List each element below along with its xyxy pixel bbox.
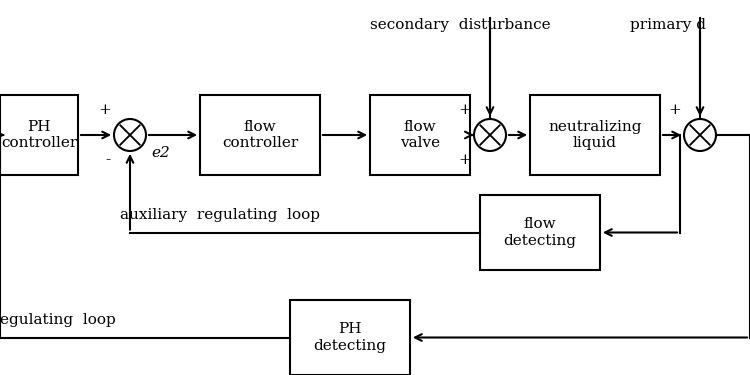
Text: +: + xyxy=(458,103,471,117)
Text: flow
controller: flow controller xyxy=(222,120,298,150)
Text: auxiliary  regulating  loop: auxiliary regulating loop xyxy=(120,208,320,222)
Bar xyxy=(0,95,78,175)
Text: egulating  loop: egulating loop xyxy=(0,313,116,327)
Bar xyxy=(370,95,470,175)
Text: PH
detecting: PH detecting xyxy=(314,322,386,352)
Bar xyxy=(530,95,660,175)
Bar xyxy=(480,195,600,270)
Text: secondary  disturbance: secondary disturbance xyxy=(370,18,550,32)
Text: -: - xyxy=(106,153,111,167)
Bar xyxy=(290,300,410,375)
Text: flow
detecting: flow detecting xyxy=(503,217,577,248)
Text: flow
valve: flow valve xyxy=(400,120,440,150)
Bar xyxy=(200,95,320,175)
Text: +: + xyxy=(668,103,681,117)
Text: e2: e2 xyxy=(151,146,170,160)
Text: +: + xyxy=(458,153,471,167)
Text: neutralizing
liquid: neutralizing liquid xyxy=(548,120,642,150)
Text: PH
controller: PH controller xyxy=(1,120,77,150)
Text: primary d: primary d xyxy=(630,18,706,32)
Text: +: + xyxy=(98,103,111,117)
